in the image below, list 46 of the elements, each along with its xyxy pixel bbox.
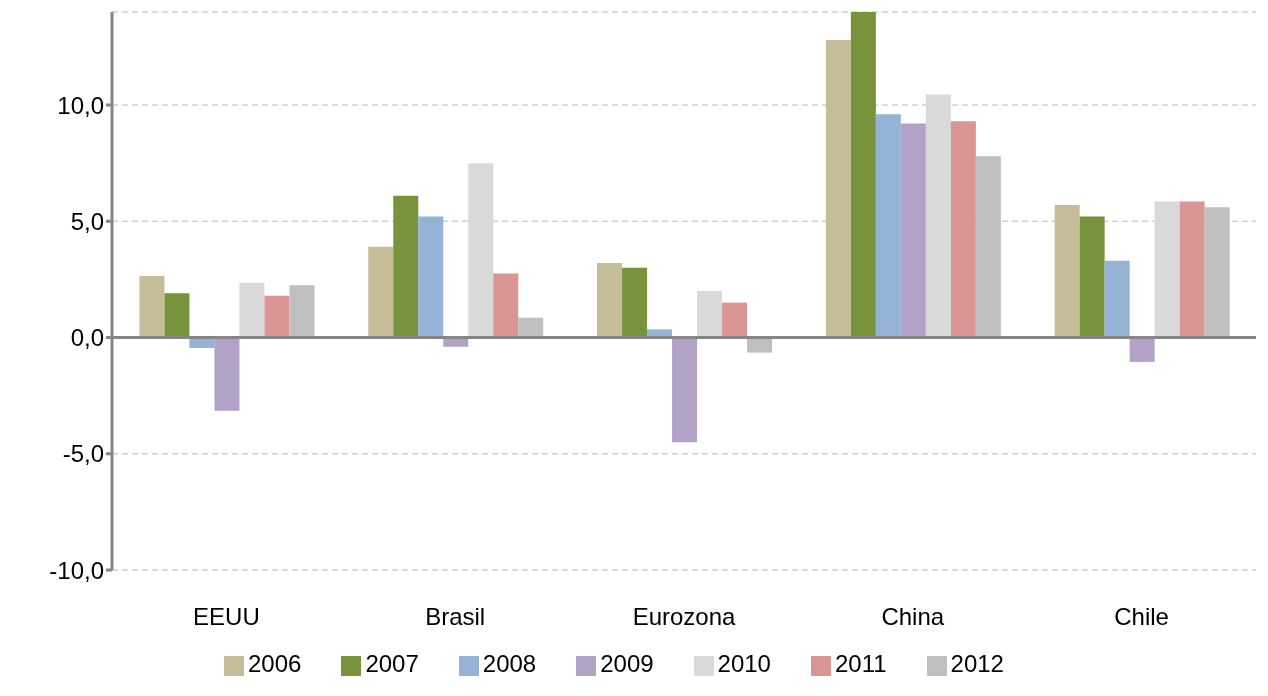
bar [1129,337,1155,362]
bar [1179,201,1205,338]
bar [747,337,773,353]
bar [672,337,698,443]
bar [850,12,876,338]
bar [368,246,394,338]
legend-label: 2008 [482,650,537,677]
bar [950,121,976,338]
legend-label: 2009 [600,650,654,677]
bar [493,273,519,338]
bar [1079,216,1105,338]
bar [1204,207,1230,338]
x-tick-label: EEUU [193,603,260,631]
bar [518,317,544,338]
bar [289,285,315,338]
bar [875,114,901,338]
legend-label: 2010 [717,650,771,677]
bar [214,337,240,411]
y-tick-label: -10,0 [49,556,104,584]
bar [239,282,265,338]
bar [1054,204,1080,338]
bar [264,295,290,338]
legend-label: 2007 [365,650,419,677]
legend-label: 2012 [950,650,1004,677]
x-tick-label: Chile [1114,603,1169,631]
bar [900,123,926,338]
bar [722,302,748,338]
y-tick-label: -5,0 [62,440,104,468]
y-tick-label: 0,0 [70,324,104,352]
bar [825,39,851,338]
legend-label: 2011 [834,650,887,677]
bar [139,275,165,338]
x-tick-label: Eurozona [632,603,737,631]
bar [393,195,419,338]
y-tick-label: 5,0 [70,207,104,235]
y-tick-label: 10,0 [57,91,104,119]
bar [697,291,723,338]
bar [1104,260,1130,338]
bar [164,293,190,338]
bar [597,263,623,338]
bar [418,216,444,338]
bar [975,156,1001,338]
x-tick-label: Brasil [425,603,486,631]
bar [622,267,648,338]
legend-label: 2006 [248,650,302,677]
x-tick-label: China [881,603,945,631]
